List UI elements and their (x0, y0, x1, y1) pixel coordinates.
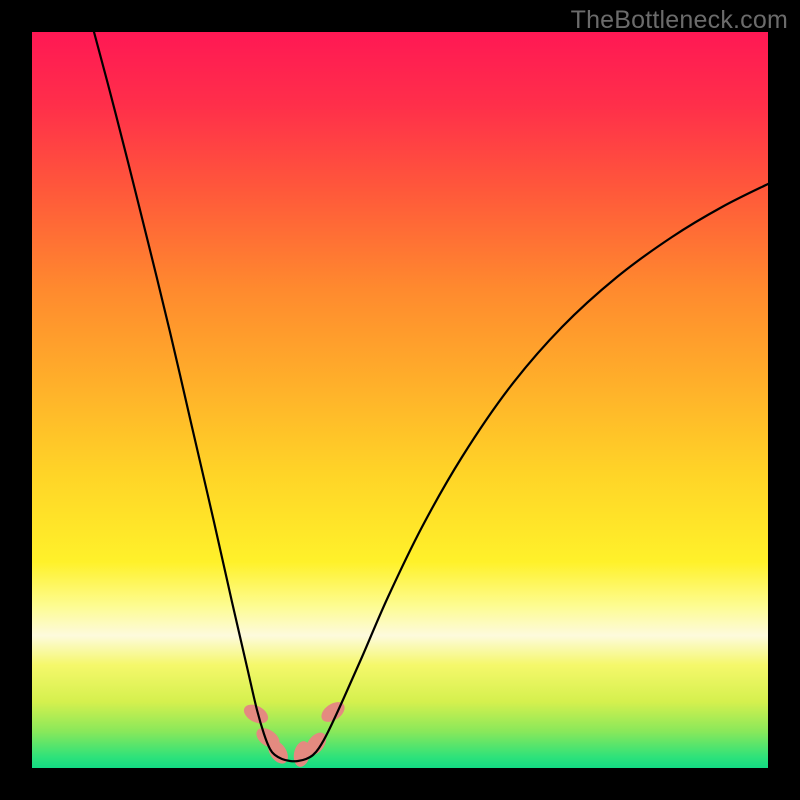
gradient-background (32, 32, 768, 768)
plot-area (32, 32, 768, 768)
watermark-text: TheBottleneck.com (571, 6, 788, 35)
